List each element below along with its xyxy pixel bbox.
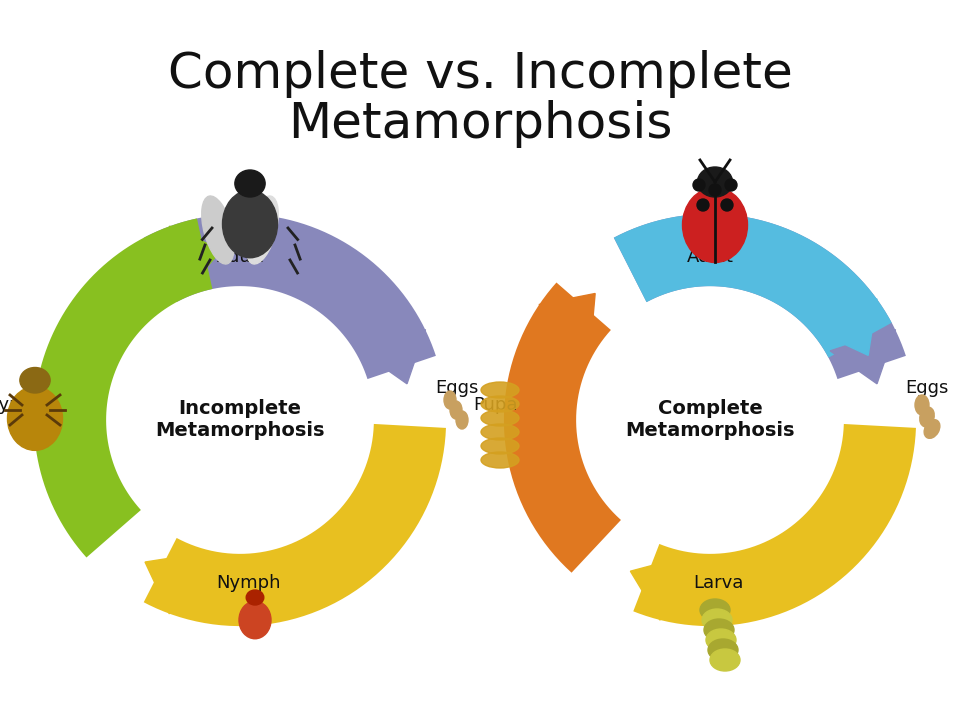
Ellipse shape: [683, 187, 748, 263]
Ellipse shape: [481, 452, 519, 468]
Circle shape: [709, 184, 721, 196]
Circle shape: [721, 199, 733, 211]
Ellipse shape: [481, 438, 519, 454]
Text: Adult: Adult: [686, 248, 733, 266]
Ellipse shape: [708, 639, 738, 661]
Ellipse shape: [920, 408, 934, 427]
Ellipse shape: [235, 170, 265, 197]
Polygon shape: [170, 226, 222, 293]
Ellipse shape: [700, 599, 730, 621]
Ellipse shape: [223, 190, 277, 258]
Polygon shape: [631, 557, 685, 620]
Polygon shape: [145, 553, 202, 614]
Polygon shape: [539, 294, 595, 351]
Ellipse shape: [246, 196, 278, 264]
Polygon shape: [360, 330, 425, 384]
Ellipse shape: [915, 395, 929, 415]
Ellipse shape: [246, 590, 264, 605]
Text: Adult: Adult: [217, 248, 263, 266]
Ellipse shape: [450, 401, 462, 419]
Text: Pupa: Pupa: [473, 396, 518, 414]
Ellipse shape: [698, 167, 732, 197]
Text: Eggs: Eggs: [905, 379, 948, 397]
Ellipse shape: [8, 387, 62, 451]
Text: Nymph: Nymph: [0, 396, 50, 414]
Polygon shape: [816, 299, 877, 356]
Ellipse shape: [444, 391, 456, 409]
Text: Eggs: Eggs: [435, 379, 478, 397]
Ellipse shape: [481, 410, 519, 426]
Circle shape: [725, 179, 737, 191]
Text: Larva: Larva: [693, 574, 743, 592]
Text: Complete vs. Incomplete: Complete vs. Incomplete: [168, 50, 792, 98]
Ellipse shape: [702, 609, 732, 631]
Ellipse shape: [239, 601, 271, 639]
Text: Incomplete
Metamorphosis: Incomplete Metamorphosis: [156, 400, 324, 441]
Ellipse shape: [202, 196, 234, 264]
Text: Metamorphosis: Metamorphosis: [288, 100, 672, 148]
Ellipse shape: [20, 367, 50, 393]
Ellipse shape: [481, 424, 519, 440]
Ellipse shape: [456, 411, 468, 429]
Circle shape: [693, 179, 705, 191]
Ellipse shape: [704, 619, 734, 641]
Polygon shape: [830, 330, 896, 384]
Ellipse shape: [481, 382, 519, 398]
Ellipse shape: [706, 629, 736, 651]
Text: Complete
Metamorphosis: Complete Metamorphosis: [625, 400, 795, 441]
Ellipse shape: [924, 420, 940, 438]
Text: Nymph: Nymph: [216, 574, 280, 592]
Circle shape: [697, 199, 709, 211]
Ellipse shape: [481, 396, 519, 412]
Ellipse shape: [710, 649, 740, 671]
